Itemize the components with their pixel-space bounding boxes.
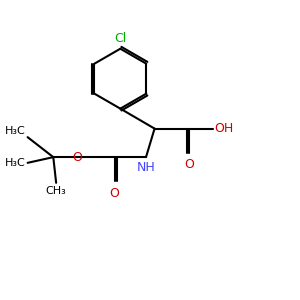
Text: NH: NH	[136, 161, 155, 174]
Text: H₃C: H₃C	[4, 158, 25, 168]
Text: Cl: Cl	[114, 32, 127, 45]
Text: CH₃: CH₃	[46, 186, 67, 196]
Text: O: O	[72, 151, 82, 164]
Text: O: O	[184, 158, 194, 171]
Text: O: O	[110, 187, 120, 200]
Text: OH: OH	[214, 122, 234, 135]
Text: H₃C: H₃C	[4, 126, 25, 136]
